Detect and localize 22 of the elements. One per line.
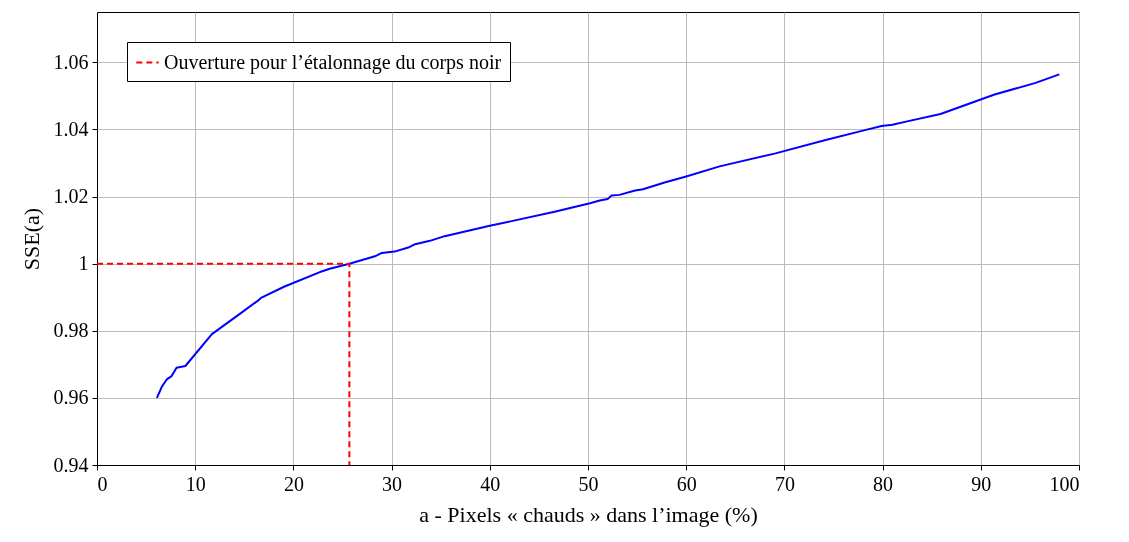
x-tick-label: 20 — [283, 472, 304, 495]
y-tick-label: 1.04 — [53, 117, 89, 140]
x-tick-label: 100 — [1049, 472, 1080, 495]
x-tick-label: 80 — [873, 472, 894, 495]
line-series — [155, 73, 1061, 399]
x-tick-label: 50 — [578, 472, 599, 495]
x-tick-label: 70 — [774, 472, 795, 495]
x-tick-label: 30 — [382, 472, 403, 495]
x-tick-label: 40 — [480, 472, 501, 495]
x-tick-label: 10 — [185, 472, 206, 495]
y-tick-label: 1 — [78, 252, 89, 275]
y-tick-label: 0.96 — [53, 386, 89, 409]
y-tick-label: 0.94 — [53, 453, 89, 476]
x-tick-label: 0 — [97, 472, 108, 495]
x-tick-label: 90 — [971, 472, 992, 495]
y-axis-title: SSE(a) — [18, 207, 44, 271]
y-tick-label: 1.06 — [53, 50, 89, 73]
y-tick-label: 0.98 — [53, 319, 89, 342]
x-tick-label: 60 — [676, 472, 697, 495]
y-tick-label: 1.02 — [53, 185, 89, 208]
legend-label: Ouverture pour l’étalonnage du corps noir — [164, 50, 502, 74]
x-axis-title: a - Pixels « chauds » dans l’image (%) — [419, 501, 758, 527]
